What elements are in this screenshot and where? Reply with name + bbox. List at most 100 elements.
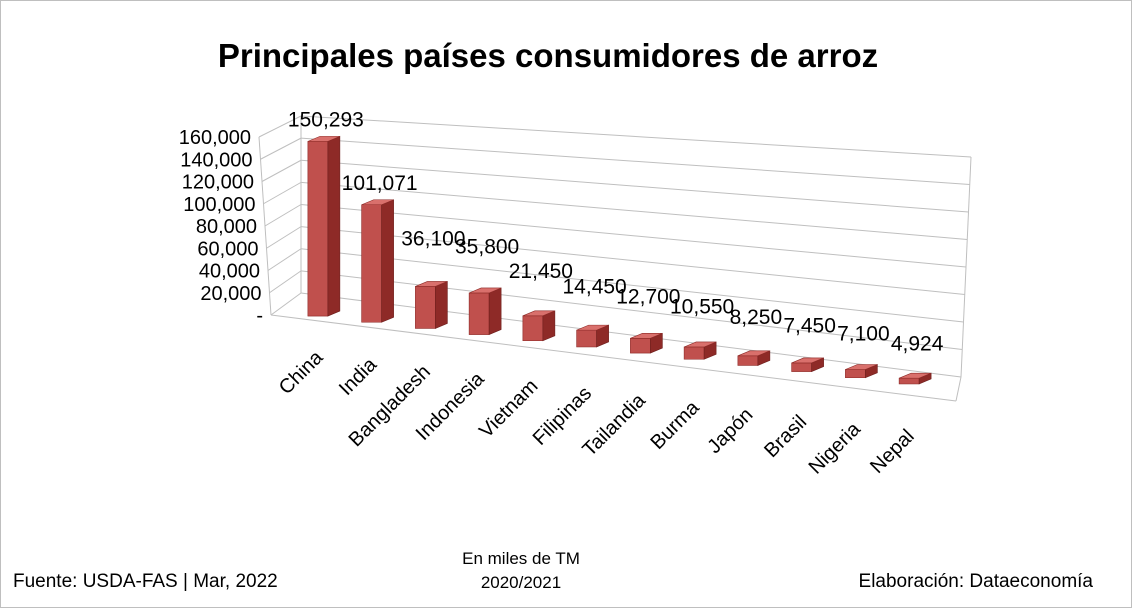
bar — [683, 341, 717, 360]
gridline-side — [258, 115, 302, 138]
data-label: 150,293 — [288, 108, 364, 131]
bar-top-face — [791, 357, 824, 364]
y-tick-label: 20,000 — [200, 283, 261, 305]
category-label: Nigeria — [805, 418, 866, 479]
gridline — [300, 226, 965, 295]
gridlines — [258, 115, 972, 402]
gridline-side — [263, 181, 302, 205]
data-label: 12,700 — [616, 285, 680, 308]
category-label: Burma — [646, 396, 704, 454]
y-tick-label: 120,000 — [182, 172, 254, 194]
bar-top-face — [307, 136, 340, 142]
data-labels: 150,293 101,071 36,10035,80021,45014,45012… — [288, 108, 944, 355]
left-wall-edge — [258, 136, 272, 316]
y-tick-label: 80,000 — [196, 216, 257, 238]
bars — [307, 135, 932, 385]
bar-front-face — [361, 204, 382, 323]
bar — [630, 332, 663, 354]
data-label: 21,450 — [509, 260, 573, 283]
category-label: Brasil — [760, 411, 811, 462]
gridline — [300, 292, 962, 378]
y-tick-label: 140,000 — [180, 149, 252, 171]
bar — [522, 310, 556, 342]
y-axis-ticks: -20,00040,00060,00080,000100,000120,0001… — [179, 127, 263, 327]
y-tick-label: - — [256, 305, 263, 327]
gridline-side — [266, 226, 302, 249]
gridline-side — [260, 137, 302, 160]
gridline — [300, 115, 972, 158]
gridline — [300, 159, 969, 213]
bar — [737, 350, 771, 366]
bar-front-face — [630, 338, 651, 354]
bar — [307, 135, 341, 317]
period-note: 2020/2021 — [480, 573, 562, 592]
unit-note-block: En miles de TM 2020/2021 — [411, 547, 631, 595]
bar-side-face — [488, 287, 502, 336]
floor-right-edge — [955, 376, 962, 402]
bar-side-face — [327, 135, 341, 317]
source-note: Fuente: USDA-FAS | Mar, 2022 — [13, 571, 278, 592]
data-label: 4,924 — [891, 333, 944, 356]
gridline-side — [261, 159, 302, 182]
data-label: 101,071 — [342, 172, 418, 195]
bar-front-face — [845, 369, 866, 379]
bar-top-face — [576, 324, 609, 331]
gridline — [300, 181, 968, 240]
y-tick-label: 60,000 — [197, 238, 258, 260]
y-tick-label: 160,000 — [179, 127, 251, 149]
bar-front-face — [576, 329, 597, 348]
gridline-side — [269, 270, 302, 294]
bar — [898, 372, 932, 385]
bar-top-face — [737, 350, 770, 357]
bar-front-face — [522, 315, 544, 342]
bar-front-face — [898, 377, 920, 385]
bar-top-face — [630, 333, 663, 339]
y-tick-label: 40,000 — [199, 261, 260, 283]
bar — [415, 281, 448, 329]
bar-front-face — [683, 346, 705, 360]
bar — [361, 199, 394, 323]
gridline — [300, 248, 964, 323]
gridline — [300, 270, 963, 350]
bar-top-face — [845, 364, 878, 370]
bar-front-face — [791, 362, 812, 372]
gridline-side — [270, 292, 302, 316]
bar-top-face — [899, 372, 932, 379]
bar-side-face — [435, 281, 448, 329]
gridline — [300, 137, 970, 185]
data-label: 14,450 — [563, 276, 627, 299]
floor-front-edge — [270, 314, 957, 402]
category-label: Japón — [703, 404, 757, 458]
chart-title: Principales países consumidores de arroz — [218, 37, 878, 74]
bar-top-face — [469, 287, 502, 294]
data-label: 8,250 — [730, 306, 783, 329]
gridline-side — [264, 204, 302, 227]
data-label: 7,100 — [837, 322, 890, 345]
bar-top-face — [361, 199, 394, 206]
data-label: 10,550 — [670, 295, 734, 318]
bar — [791, 357, 824, 373]
data-label: 36,100 — [401, 227, 465, 250]
bar-top-face — [522, 310, 555, 317]
bar-front-face — [737, 355, 759, 366]
bar-top-face — [415, 281, 448, 287]
bar-front-face — [468, 292, 490, 335]
bar-side-face — [381, 199, 394, 323]
unit-note: En miles de TM — [462, 549, 580, 568]
bar-front-face — [415, 286, 436, 329]
bar — [845, 364, 878, 379]
gridline-side — [267, 248, 302, 271]
category-label: India — [335, 353, 382, 400]
bar-top-face — [684, 341, 717, 348]
gridline — [300, 204, 967, 268]
category-label: China — [275, 346, 328, 399]
bar — [468, 287, 502, 336]
right-wall-edge — [960, 156, 972, 378]
bar — [576, 324, 609, 348]
y-tick-label: 100,000 — [183, 194, 255, 216]
bar-front-face — [307, 141, 329, 317]
credit-note: Elaboración: Dataeconomía — [858, 571, 1093, 592]
data-label: 35,800 — [455, 235, 519, 258]
